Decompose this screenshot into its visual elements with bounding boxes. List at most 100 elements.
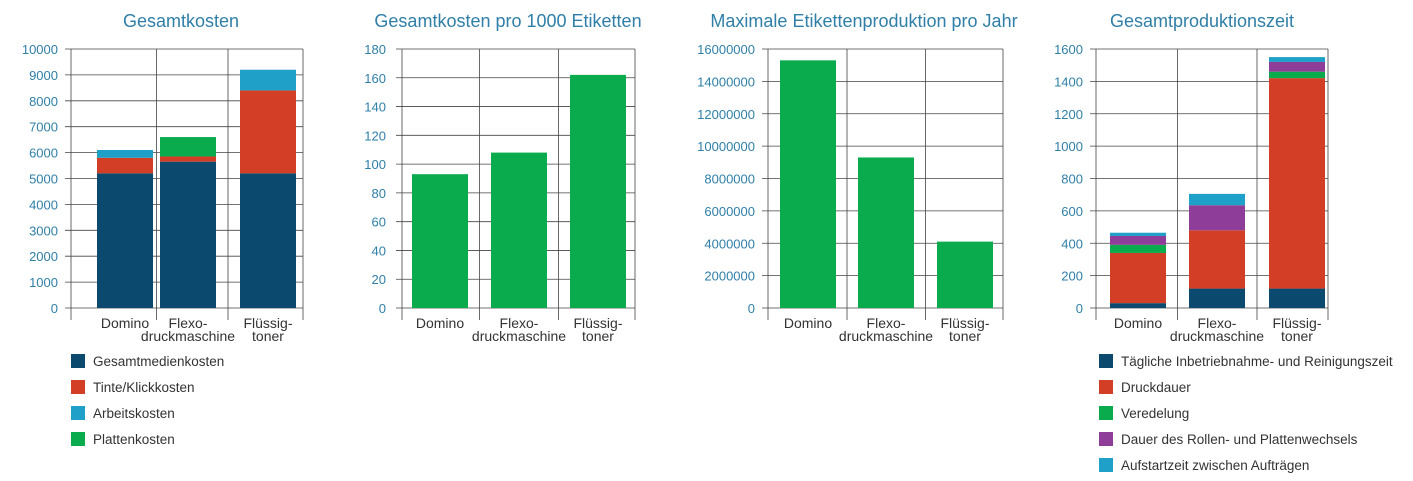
y-tick-label: 8000 [29, 94, 58, 109]
bar-1-1 [412, 174, 468, 308]
y-tick-label: 100 [364, 157, 386, 172]
chart-title: Maximale Etikettenproduktion pro Jahr [710, 11, 1017, 31]
category-label: Flexo-druckmaschine [839, 315, 933, 344]
category-label: Flexo-druckmaschine [1170, 315, 1264, 344]
bar-1-3 [937, 241, 993, 308]
y-tick-label: 12000000 [697, 107, 755, 122]
bar-3-1 [1110, 244, 1166, 253]
y-tick-label: 1000 [1054, 139, 1083, 154]
category-label: Domino [784, 315, 832, 331]
bar-5-1 [1110, 232, 1166, 236]
y-tick-label: 2000 [29, 249, 58, 264]
legend-swatch [1099, 432, 1113, 446]
bar-5-2 [1189, 193, 1245, 206]
legend-label: Druckdauer [1121, 380, 1191, 395]
y-tick-label: 1600 [1054, 42, 1083, 57]
y-tick-label: 20 [372, 272, 386, 287]
y-tick-label: 14000000 [697, 74, 755, 89]
y-tick-label: 120 [364, 128, 386, 143]
y-tick-label: 400 [1061, 236, 1083, 251]
y-tick-label: 4000 [29, 197, 58, 212]
chart-title: Gesamtkosten [123, 11, 239, 31]
legend-label: Aufstartzeit zwischen Aufträgen [1121, 458, 1309, 473]
y-tick-label: 180 [364, 42, 386, 57]
legend-swatch [1099, 406, 1113, 420]
category-label: Domino [1114, 315, 1162, 331]
legend-swatch [1099, 380, 1113, 394]
bar-4-3 [1269, 61, 1325, 72]
bar-1-1 [780, 60, 836, 308]
y-tick-label: 5000 [29, 172, 58, 187]
y-tick-label: 0 [379, 301, 386, 316]
category-label: Domino [101, 315, 149, 331]
legend-swatch [71, 354, 85, 368]
chart-2: Gesamtkosten pro 1000 Etiketten 0 20 40 60 80… [364, 11, 641, 344]
chart-title: Gesamtproduktionszeit [1110, 11, 1294, 31]
category-label: Flüssig-toner [243, 315, 292, 344]
y-tick-label: 140 [364, 100, 386, 115]
bar-2-2 [1189, 230, 1245, 289]
category-label: Flexo-druckmaschine [472, 315, 566, 344]
bar-4-2 [160, 137, 216, 157]
bar-1-2 [858, 157, 914, 308]
y-tick-label: 200 [1061, 269, 1083, 284]
chart-3: Maximale Etikettenproduktion pro Jahr 0 20… [697, 11, 1017, 344]
y-tick-label: 0 [51, 301, 58, 316]
category-label: Flexo-druckmaschine [141, 315, 235, 344]
bar-2-1 [97, 157, 153, 174]
chart-title: Gesamtkosten pro 1000 Etiketten [374, 11, 641, 31]
y-tick-label: 600 [1061, 204, 1083, 219]
legend-label: Gesamtmedienkosten [93, 354, 224, 369]
y-tick-label: 3000 [29, 223, 58, 238]
bar-2-3 [1269, 78, 1325, 289]
y-tick-label: 4000000 [704, 236, 755, 251]
legend-label: Arbeitskosten [93, 406, 175, 421]
y-tick-label: 9000 [29, 68, 58, 83]
y-tick-label: 800 [1061, 172, 1083, 187]
legend-label: Tägliche Inbetriebnahme- und Reinigungsz… [1121, 354, 1393, 369]
bar-4-1 [1110, 235, 1166, 245]
bar-3-1 [97, 150, 153, 158]
y-tick-label: 0 [748, 301, 755, 316]
y-tick-label: 8000000 [704, 172, 755, 187]
bar-1-3 [1269, 288, 1325, 308]
y-tick-label: 160 [364, 71, 386, 86]
y-tick-label: 1200 [1054, 107, 1083, 122]
legend-label: Tinte/Klickkosten [93, 380, 195, 395]
legend-swatch [1099, 354, 1113, 368]
bar-1-1 [1110, 303, 1166, 308]
chart-4: Gesamtproduktionszeit 0 200 400 600 800 1000 12… [1054, 11, 1393, 473]
y-tick-label: 6000 [29, 146, 58, 161]
legend-swatch [71, 406, 85, 420]
bar-1-2 [1189, 288, 1245, 308]
legend-swatch [71, 380, 85, 394]
bar-2-2 [160, 156, 216, 162]
y-tick-label: 16000000 [697, 42, 755, 57]
bar-1-3 [570, 74, 626, 309]
y-tick-label: 10000000 [697, 139, 755, 154]
bar-3-3 [240, 69, 296, 91]
y-tick-label: 1000 [29, 275, 58, 290]
category-label: Flüssig-toner [573, 315, 622, 344]
bar-2-1 [1110, 252, 1166, 304]
legend-swatch [71, 432, 85, 446]
category-label: Flüssig-toner [1272, 315, 1321, 344]
bar-1-2 [160, 161, 216, 308]
bar-1-1 [97, 173, 153, 308]
bar-4-2 [1189, 205, 1245, 231]
legend-label: Veredelung [1121, 406, 1189, 421]
bar-1-2 [491, 152, 547, 308]
y-tick-label: 80 [372, 186, 386, 201]
y-tick-label: 0 [1076, 301, 1083, 316]
legend-label: Dauer des Rollen- und Plattenwechsels [1121, 432, 1358, 447]
y-tick-label: 2000000 [704, 269, 755, 284]
y-tick-label: 60 [372, 215, 386, 230]
bar-1-3 [240, 173, 296, 308]
y-tick-label: 6000000 [704, 204, 755, 219]
chart-1: Gesamtkosten 0 1000 2000 3000 4000 5000 6000 700… [22, 11, 304, 447]
y-tick-label: 40 [372, 243, 386, 258]
y-tick-label: 1400 [1054, 74, 1083, 89]
category-label: Domino [416, 315, 464, 331]
y-tick-label: 7000 [29, 120, 58, 135]
